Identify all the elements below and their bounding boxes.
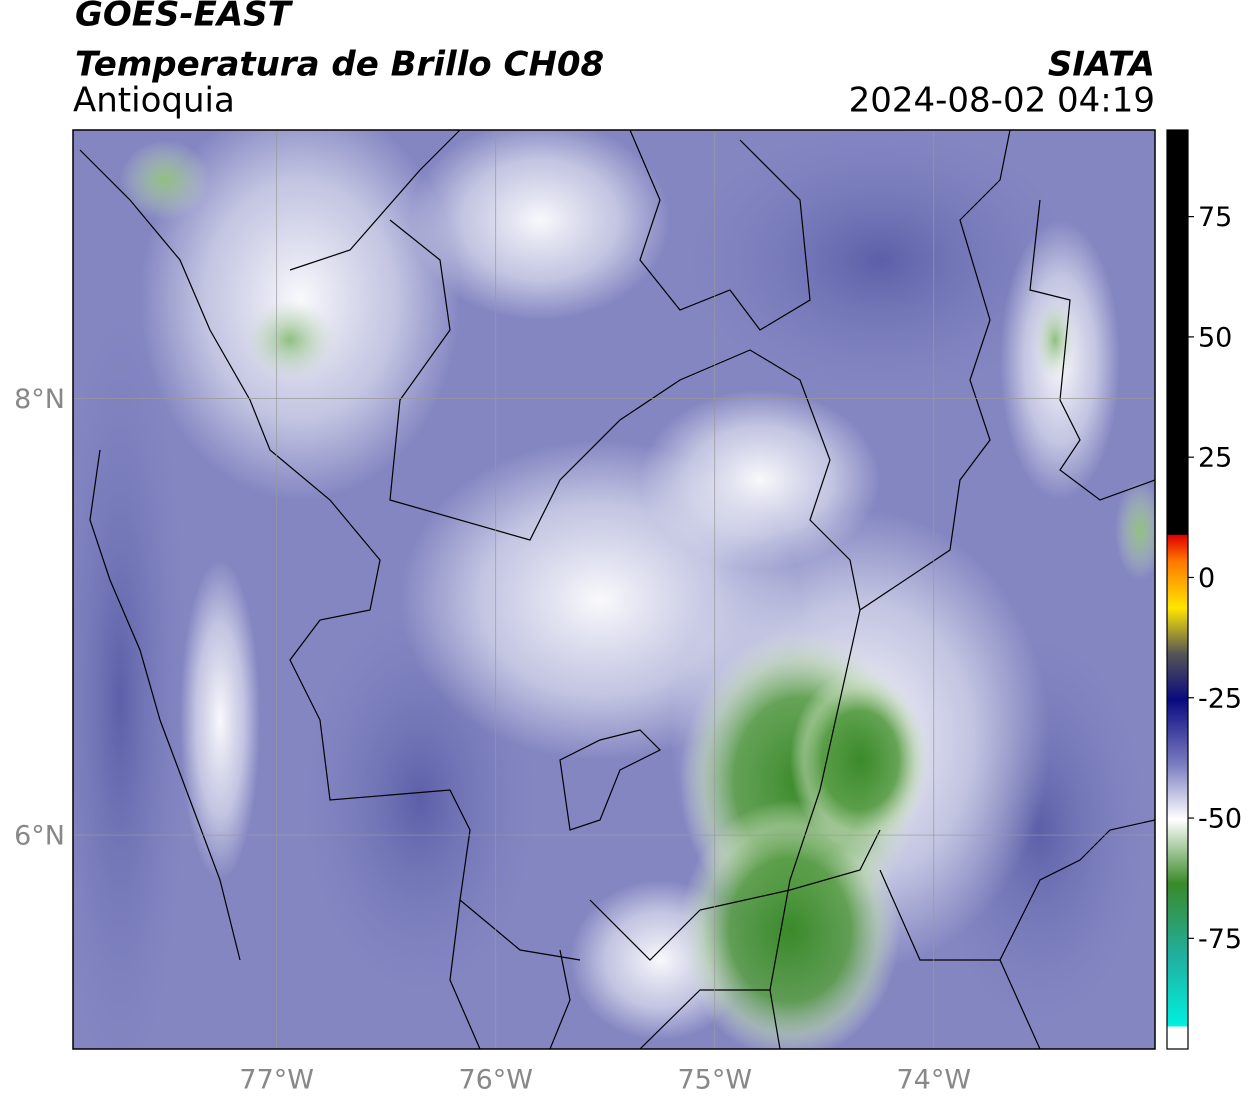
x-tick-label: 77°W <box>239 1065 314 1096</box>
colorbar-tick-label: 0 <box>1198 563 1215 594</box>
satellite-image <box>73 130 1155 1049</box>
colorbar-tick-label: 25 <box>1198 443 1232 474</box>
colorbar-tick-label: -75 <box>1198 924 1242 955</box>
x-tick-label: 76°W <box>458 1065 533 1096</box>
colorbar-tick-label: -25 <box>1198 683 1242 714</box>
map-frame <box>72 129 1156 1050</box>
y-tick-label: 8°N <box>14 384 65 415</box>
colorbar-tick-label: -50 <box>1198 804 1242 835</box>
colorbar-tick-label: 50 <box>1198 322 1232 353</box>
x-tick-label: 74°W <box>897 1065 972 1096</box>
source: SIATA <box>1048 45 1155 85</box>
satellite: GOES-EAST <box>75 0 294 35</box>
x-tick-label: 75°W <box>677 1065 752 1096</box>
product: Temperatura de Brillo CH08 <box>75 45 604 85</box>
datetime: 2024-08-02 04:19 <box>849 81 1155 121</box>
y-tick-label: 6°N <box>14 821 65 852</box>
colorbar-tick-label: 75 <box>1198 202 1232 233</box>
region: Antioquia <box>73 81 235 121</box>
colorbar <box>1166 129 1189 1050</box>
